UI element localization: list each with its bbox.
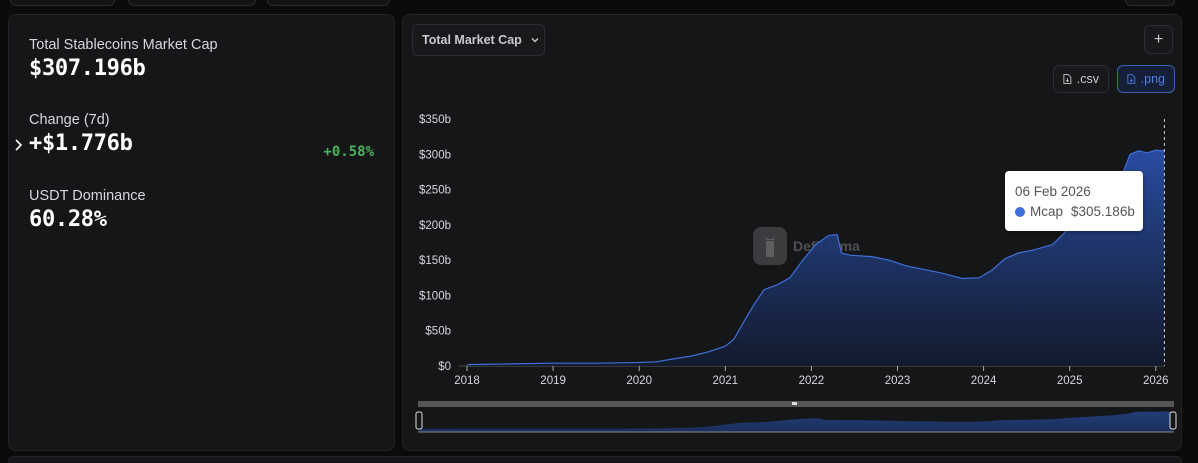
svg-text:$250b: $250b <box>419 185 451 197</box>
change-percent: +0.58% <box>323 144 374 160</box>
svg-text:$300b: $300b <box>419 149 451 161</box>
area-fill <box>467 150 1165 366</box>
watermark: DefiLlama <box>753 227 860 265</box>
chevron-down-icon <box>531 38 539 43</box>
top-tab[interactable] <box>267 0 390 6</box>
top-tab[interactable] <box>10 0 115 6</box>
tooltip-series: Mcap <box>1030 204 1064 219</box>
file-download-icon <box>1127 74 1136 84</box>
svg-text:2020: 2020 <box>626 375 652 387</box>
chart-panel: Total Market Cap + .csv .png DefiLlama $… <box>402 14 1182 451</box>
add-chart-button[interactable]: + <box>1144 25 1173 54</box>
stat-label: Change (7d) <box>29 112 110 128</box>
stat-value: 60.28% <box>29 207 107 232</box>
chart-tooltip: 06 Feb 2026 Mcap $305.186b <box>1005 171 1143 231</box>
bottom-panel <box>8 456 1182 463</box>
svg-text:2026: 2026 <box>1143 375 1169 387</box>
metric-select[interactable]: Total Market Cap <box>412 24 545 56</box>
download-csv-label: .csv <box>1076 72 1099 86</box>
x-axis: 2018 2019 2020 2021 2022 2023 2024 2025 2026 <box>454 365 1169 387</box>
range-slider[interactable] <box>415 401 1177 433</box>
stat-usdt-dominance: USDT Dominance 60.28% <box>29 188 146 232</box>
svg-text:$350b: $350b <box>419 114 451 126</box>
svg-text:2019: 2019 <box>540 375 566 387</box>
stat-label: USDT Dominance <box>29 188 146 204</box>
stat-label: Total Stablecoins Market Cap <box>29 37 218 53</box>
defillama-logo-icon <box>753 227 787 265</box>
stat-market-cap: Total Stablecoins Market Cap $307.196b <box>29 37 218 81</box>
market-cap-chart[interactable]: $0 $50b $100b $150b $200b $250b $300b $350b 201… <box>403 15 1183 452</box>
svg-text:$200b: $200b <box>419 220 451 232</box>
svg-text:$150b: $150b <box>419 255 451 267</box>
svg-text:2025: 2025 <box>1057 375 1083 387</box>
download-csv-button[interactable]: .csv <box>1053 65 1109 93</box>
svg-text:2024: 2024 <box>971 375 997 387</box>
slider-handle-right[interactable] <box>1169 411 1177 430</box>
page-edge <box>1188 0 1198 463</box>
plus-icon: + <box>1153 30 1164 48</box>
svg-text:$50b: $50b <box>425 326 451 338</box>
metric-select-label: Total Market Cap <box>422 33 522 47</box>
top-tab[interactable] <box>1125 0 1175 6</box>
mini-area <box>419 411 1173 432</box>
slider-handle-left[interactable] <box>415 411 423 430</box>
chevron-right-icon[interactable] <box>14 138 24 152</box>
series-dot-icon <box>1015 206 1025 217</box>
svg-text:$100b: $100b <box>419 290 451 302</box>
stat-change-7d: Change (7d) +$1.776b <box>29 112 133 156</box>
slider-drag-grip-icon[interactable] <box>792 402 797 405</box>
stats-panel: Total Stablecoins Market Cap $307.196b C… <box>8 14 395 451</box>
file-download-icon <box>1063 74 1072 84</box>
svg-text:2022: 2022 <box>799 375 825 387</box>
tooltip-date: 06 Feb 2026 <box>1015 184 1091 199</box>
tooltip-value: $305.186b <box>1071 204 1135 219</box>
stat-value: +$1.776b <box>29 131 133 156</box>
y-axis: $0 $50b $100b $150b $200b $250b $300b $350b <box>419 114 451 373</box>
svg-text:$0: $0 <box>438 361 451 373</box>
download-png-label: .png <box>1140 72 1165 86</box>
svg-text:2021: 2021 <box>713 375 739 387</box>
top-tab[interactable] <box>128 0 256 6</box>
svg-text:2023: 2023 <box>885 375 911 387</box>
top-tabs-strip <box>0 0 1198 8</box>
svg-text:2018: 2018 <box>454 375 480 387</box>
download-png-button[interactable]: .png <box>1117 65 1175 93</box>
stat-value: $307.196b <box>29 56 146 81</box>
